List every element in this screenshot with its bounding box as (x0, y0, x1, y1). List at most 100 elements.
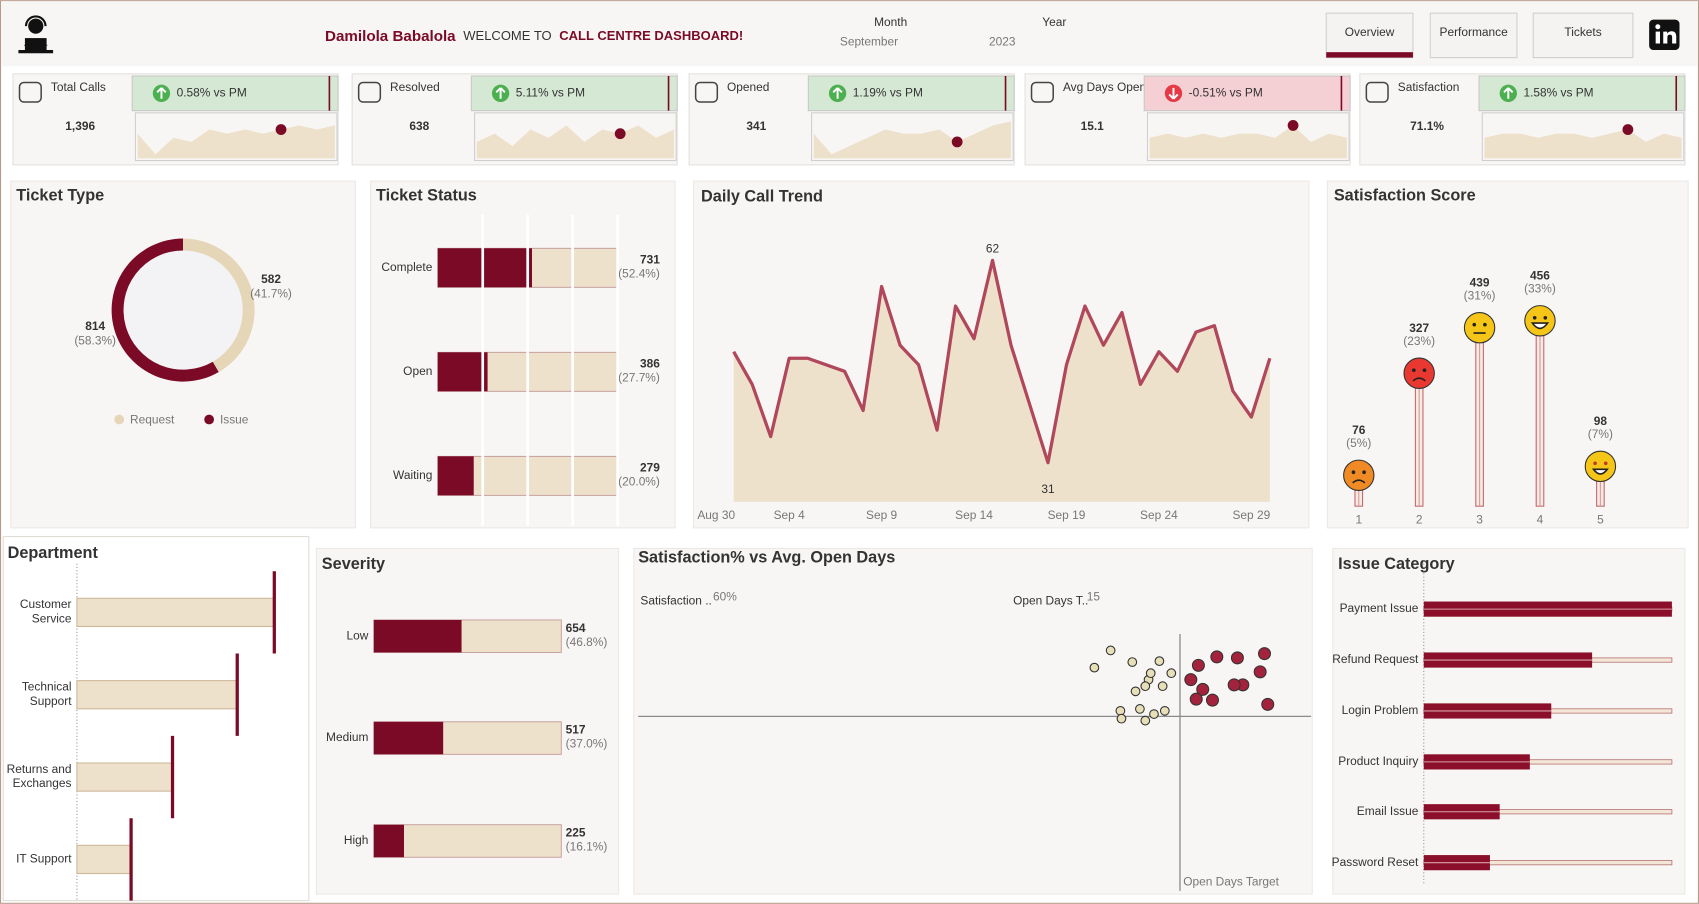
share-label: (20.0%) (618, 474, 660, 488)
legend-swatch[interactable] (114, 414, 125, 425)
chart-title: Department (8, 544, 99, 562)
slice-share: (41.7%) (250, 286, 292, 300)
header-bar (1, 1, 1698, 67)
share-label: (37.0%) (566, 737, 608, 751)
bar (76, 680, 238, 710)
chart-title: Daily Call Trend (701, 188, 823, 206)
x-tick-label: Sep 4 (774, 508, 805, 522)
reference-value: 60% (713, 589, 737, 603)
change-text: 0.58% vs PM (177, 85, 247, 99)
kpi-value: 341 (746, 119, 766, 133)
category-label: Low (347, 628, 369, 642)
tab[interactable] (1325, 12, 1414, 59)
scatter-point (1145, 668, 1156, 679)
year-label: Year (1042, 15, 1066, 29)
count-label: 386 (640, 356, 660, 370)
kpi-value: 1,396 (65, 119, 95, 133)
count-label: 456 (1530, 269, 1550, 283)
annotation: 31 (1041, 482, 1055, 496)
chart-title: Ticket Status (376, 187, 477, 205)
bar-track (373, 824, 562, 858)
emoji-eye (1603, 461, 1608, 466)
month-value[interactable]: September (840, 35, 898, 49)
count-label: 439 (1470, 275, 1490, 289)
sparkline-highlight (275, 124, 287, 135)
scatter-point (1253, 665, 1267, 679)
count-label: 76 (1352, 423, 1366, 437)
year-value[interactable]: 2023 (989, 35, 1016, 49)
kpi-label: Opened (727, 80, 769, 94)
x-tick-label: Sep 19 (1048, 508, 1086, 522)
emoji-mouth (1591, 468, 1609, 475)
reference-label: Satisfaction .. (640, 594, 711, 608)
scatter-point (1116, 713, 1127, 724)
kpi-icon (18, 81, 42, 103)
count-label: 98 (1594, 414, 1608, 428)
category-label: Returns and Exchanges (7, 762, 72, 790)
donut-hole (122, 249, 244, 371)
share-label: (27.7%) (618, 370, 660, 384)
share-label: (7%) (1588, 427, 1613, 441)
category-label: IT Support (16, 852, 72, 866)
scatter-point (1189, 692, 1203, 706)
scatter-point (1227, 678, 1241, 692)
emoji-face (1524, 305, 1556, 337)
kpi-icon (357, 81, 382, 103)
scatter-point (1166, 668, 1177, 679)
tab[interactable] (1429, 12, 1518, 59)
change-arrow (832, 87, 843, 99)
legend-swatch[interactable] (204, 414, 215, 425)
x-tick-label: 2 (1416, 512, 1423, 526)
panel (1326, 180, 1689, 529)
x-tick-label: Sep 29 (1232, 508, 1270, 522)
x-tick-label: Sep 9 (866, 508, 897, 522)
emoji-mouth (1352, 479, 1366, 484)
x-tick-label: 4 (1537, 512, 1544, 526)
emoji-eye (1532, 315, 1537, 320)
category-label: Product Inquiry (1338, 754, 1418, 768)
scatter-point (1157, 681, 1168, 692)
scatter-point (1159, 705, 1170, 716)
donut-slice (183, 238, 255, 373)
category-label: Open (403, 364, 432, 378)
change-arrow (1503, 87, 1514, 99)
annotation: Open Days Target (1183, 874, 1279, 888)
tab-label[interactable]: Tickets (1564, 25, 1601, 39)
tab[interactable] (1532, 12, 1634, 59)
emoji-face (1343, 459, 1375, 491)
category-label: Refund Request (1332, 652, 1419, 666)
sparkline-highlight (1622, 124, 1634, 135)
category-label: Payment Issue (1340, 601, 1419, 615)
category-label: High (344, 833, 369, 847)
bar (373, 721, 444, 755)
chart-title: Issue Category (1338, 555, 1455, 573)
bar (437, 352, 488, 392)
scatter-point (1140, 715, 1151, 726)
kpi-label: Avg Days Open (1063, 80, 1146, 94)
legend-label[interactable]: Request (130, 413, 175, 427)
area (733, 260, 1270, 502)
tab-label[interactable]: Overview (1345, 25, 1395, 39)
line (732, 258, 1272, 465)
bar (373, 619, 462, 653)
linkedin-icon[interactable] (1649, 19, 1680, 51)
x-tick-label: Sep 14 (955, 508, 993, 522)
scatter-point (1230, 651, 1244, 665)
change-arrow (156, 87, 167, 99)
kpi-label: Resolved (390, 80, 440, 94)
scatter-point (1115, 705, 1126, 716)
legend-label[interactable]: Issue (220, 413, 249, 427)
month-label: Month (874, 15, 907, 29)
change-text: 1.19% vs PM (853, 85, 923, 99)
scatter-point (1089, 662, 1100, 673)
scatter-point (1261, 697, 1275, 711)
donut-slice (111, 238, 219, 382)
x-tick-label: 5 (1597, 512, 1604, 526)
share-label: (23%) (1403, 334, 1435, 348)
scatter-point (1140, 681, 1151, 692)
tab-label[interactable]: Performance (1440, 25, 1509, 39)
scatter-point (1149, 709, 1159, 719)
count-label: 654 (566, 621, 586, 635)
scatter-point (1127, 657, 1138, 667)
